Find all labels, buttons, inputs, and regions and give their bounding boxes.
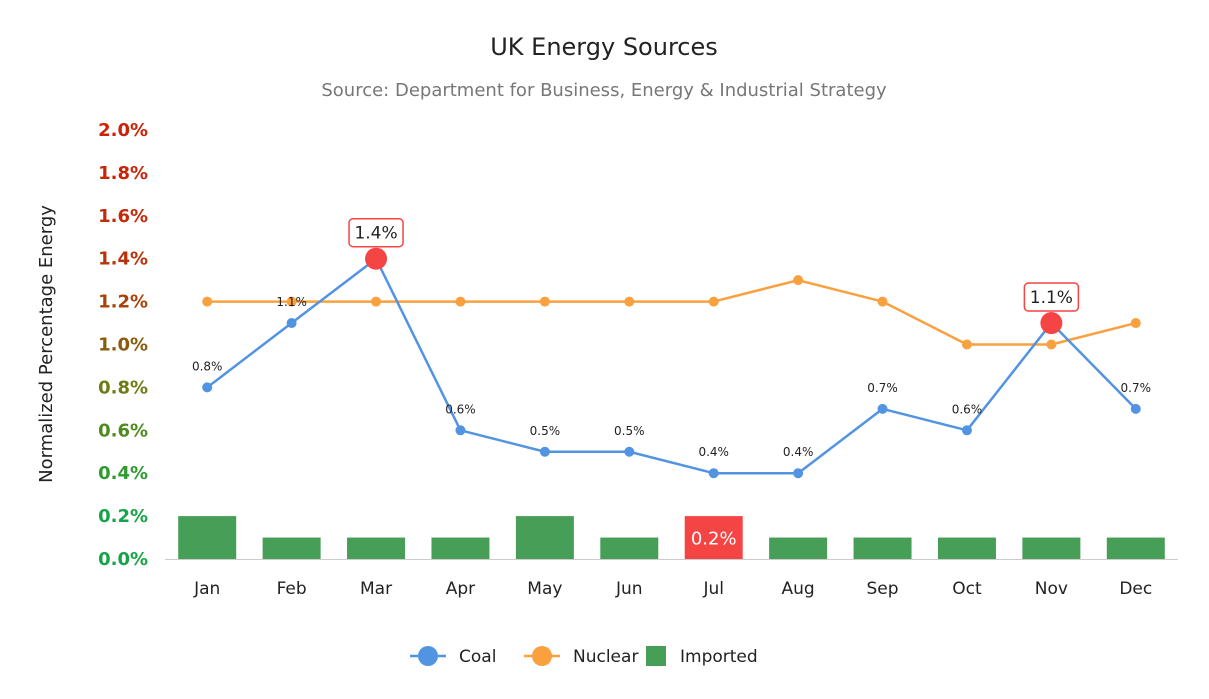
x-tick-label: Jul — [702, 579, 724, 599]
point-nuclear — [539, 296, 550, 307]
point-coal — [455, 425, 466, 436]
x-tick-label: Feb — [277, 579, 307, 599]
point-nuclear — [202, 296, 213, 307]
chart-title: UK Energy Sources — [490, 33, 718, 61]
y-tick-label: 1.4% — [98, 249, 148, 270]
y-axis-ticks: 0.0% 0.2% 0.4% 0.6% 0.8% 1.0% 1.2% 1.4% 1.6% 1.8%… — [98, 120, 148, 570]
imported-bars: 0.2% — [178, 516, 1165, 559]
series-points — [202, 247, 1141, 479]
bar-imported — [937, 537, 996, 559]
y-tick-label: 1.8% — [98, 163, 148, 184]
point-coal — [708, 468, 719, 479]
bar-imported — [853, 537, 912, 559]
point-coal — [365, 247, 388, 270]
y-tick-label: 0.6% — [98, 420, 148, 441]
point-nuclear — [708, 296, 719, 307]
coal-data-label: 0.8% — [192, 359, 223, 373]
bar-imported — [1106, 537, 1165, 559]
bar-imported — [515, 516, 574, 559]
x-tick-label: Apr — [446, 579, 475, 599]
point-coal — [624, 446, 635, 457]
y-axis-label: Normalized Percentage Energy — [36, 205, 57, 483]
coal-data-label: 0.7% — [1121, 381, 1152, 395]
x-axis-ticks: Jan Feb Mar Apr May Jun Jul Aug Sep Oct Nov Dec — [193, 579, 1152, 599]
legend-item-nuclear: Nuclear — [524, 646, 638, 667]
x-tick-label: Aug — [782, 579, 815, 599]
y-tick-label: 2.0% — [98, 120, 148, 141]
x-tick-label: Jan — [193, 579, 220, 599]
legend-marker-imported — [646, 646, 666, 666]
point-coal — [202, 382, 213, 393]
highlight-label-box — [348, 217, 404, 248]
point-coal — [286, 318, 297, 329]
point-nuclear — [1130, 318, 1141, 329]
point-nuclear — [286, 296, 297, 307]
chart-subtitle: Source: Department for Business, Energy … — [321, 80, 887, 101]
bar-imported — [600, 537, 659, 559]
point-coal — [1040, 312, 1063, 335]
legend-item-imported: Imported — [646, 646, 758, 667]
y-tick-label: 0.0% — [98, 549, 148, 570]
point-nuclear — [624, 296, 635, 307]
legend-label-imported: Imported — [680, 647, 758, 667]
y-tick-label: 0.2% — [98, 506, 148, 527]
coal-data-label: 0.4% — [698, 445, 729, 459]
highlight-label-box — [1023, 282, 1080, 312]
y-tick-label: 1.2% — [98, 292, 148, 313]
highlight-data-label: 1.4% — [354, 224, 397, 244]
point-nuclear — [455, 296, 466, 307]
x-tick-label: Jun — [615, 579, 643, 599]
point-nuclear — [793, 275, 804, 286]
coal-data-label: 0.6% — [952, 402, 983, 416]
legend-marker-nuclear — [532, 646, 552, 666]
point-nuclear — [877, 296, 888, 307]
legend: Coal Nuclear Imported — [410, 646, 758, 667]
coal-data-label: 1.1% — [276, 295, 307, 309]
point-nuclear — [371, 296, 382, 307]
coal-data-label: 0.7% — [867, 381, 898, 395]
x-tick-label: Sep — [867, 579, 899, 599]
bar-imported — [1022, 537, 1081, 559]
coal-data-label: 0.5% — [614, 424, 645, 438]
bar-imported — [262, 537, 321, 559]
line-nuclear — [207, 278, 1137, 346]
point-nuclear — [961, 339, 972, 350]
y-tick-label: 0.4% — [98, 463, 148, 484]
legend-label-nuclear: Nuclear — [573, 647, 638, 667]
series-lines — [206, 257, 1137, 475]
y-tick-label: 1.0% — [98, 335, 148, 356]
bar-imported — [431, 537, 490, 559]
x-tick-label: Dec — [1119, 579, 1152, 599]
legend-item-coal: Coal — [410, 646, 496, 667]
highlight-data-label: 1.1% — [1030, 288, 1073, 308]
x-tick-label: Mar — [360, 579, 392, 599]
y-tick-label: 1.6% — [98, 206, 148, 227]
x-tick-label: May — [527, 579, 562, 599]
point-coal — [793, 468, 804, 479]
point-nuclear — [1046, 339, 1057, 350]
bar-imported — [347, 537, 406, 559]
coal-data-label: 0.5% — [530, 424, 561, 438]
coal-data-label: 0.4% — [783, 445, 814, 459]
x-tick-label: Nov — [1035, 579, 1068, 599]
bar-data-label: 0.2% — [691, 529, 737, 550]
point-coal — [961, 425, 972, 436]
bar-imported — [178, 516, 237, 559]
point-coal — [1130, 403, 1141, 414]
legend-label-coal: Coal — [459, 647, 496, 667]
legend-marker-coal — [418, 646, 438, 666]
y-tick-label: 0.8% — [98, 377, 148, 398]
bar-imported — [769, 537, 828, 559]
point-coal — [877, 403, 888, 414]
point-coal — [539, 446, 550, 457]
bar-imported — [684, 516, 743, 559]
line-coal — [206, 257, 1137, 475]
coal-data-label: 0.6% — [445, 402, 476, 416]
x-tick-label: Oct — [952, 579, 982, 599]
data-labels: 0.8% 1.1% 1.4% 0.6% 0.5% 0.5% 0.4% 0.4% 0.7% 0.6%… — [192, 217, 1152, 459]
